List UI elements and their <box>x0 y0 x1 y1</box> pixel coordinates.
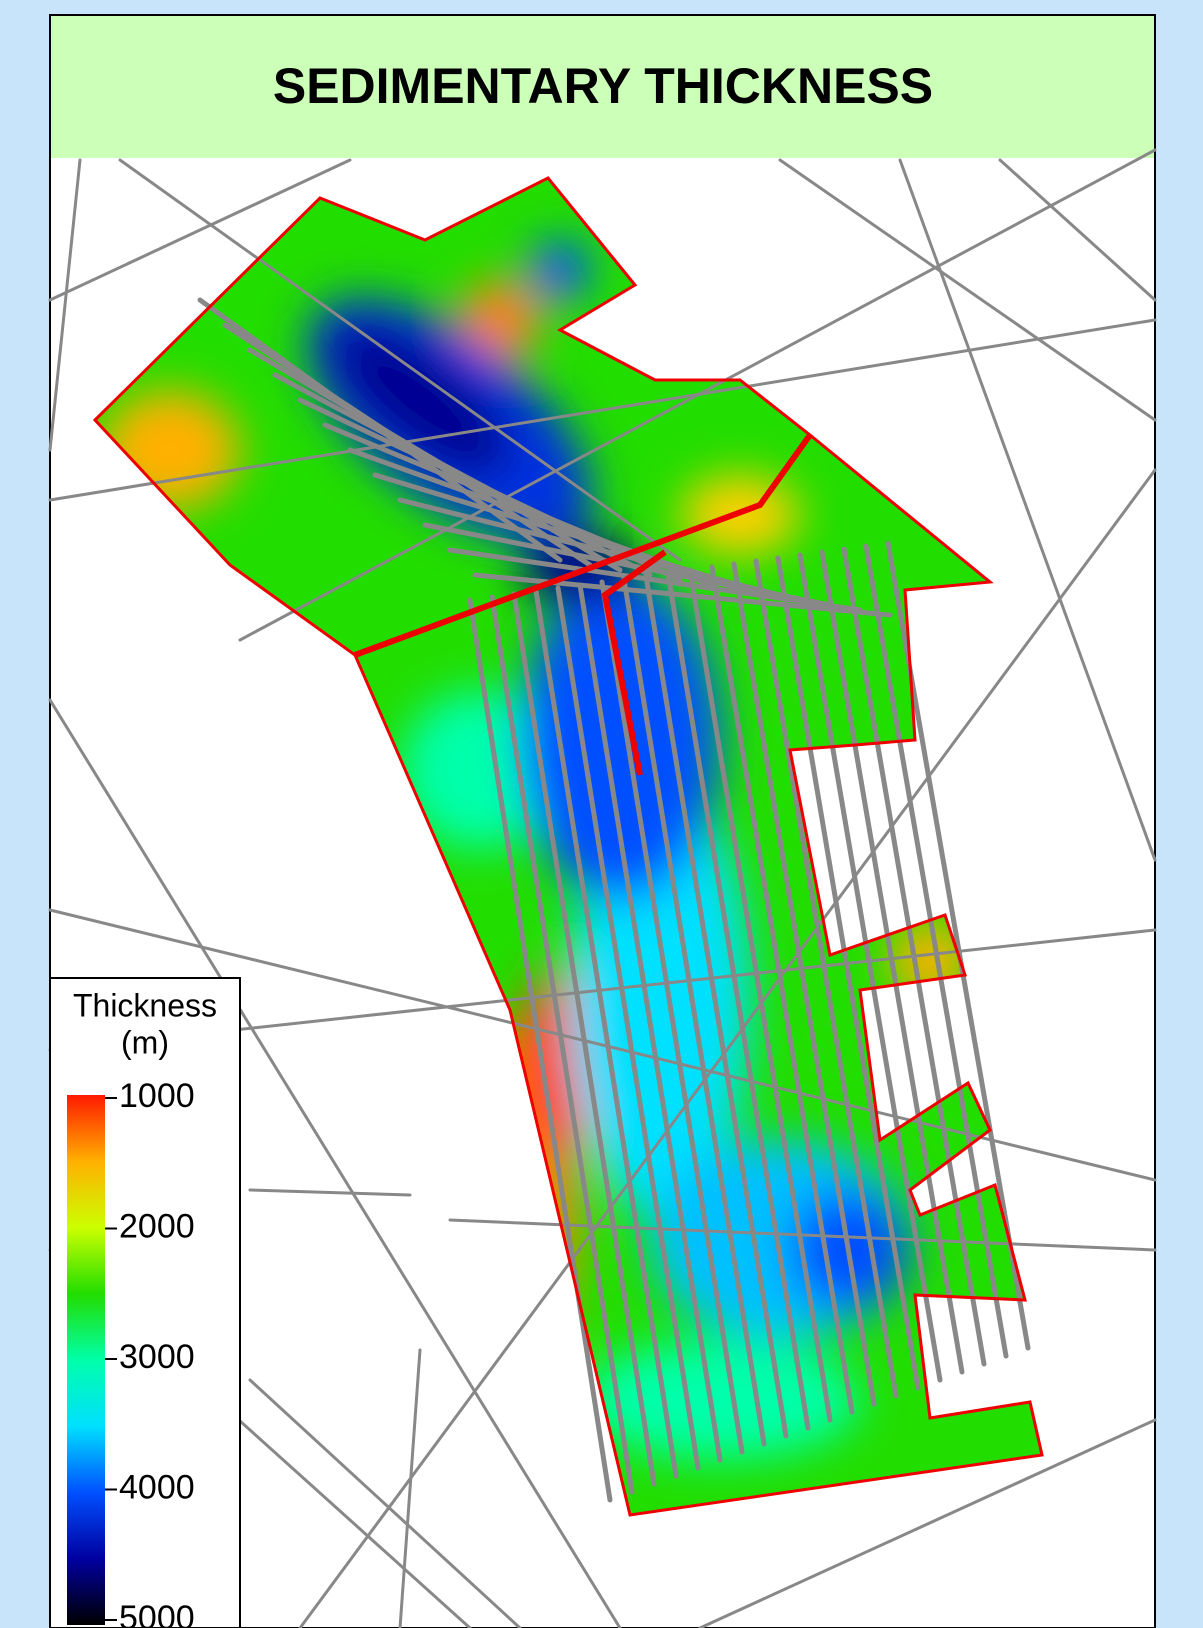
legend-title: (m) <box>121 1024 169 1060</box>
colorbar-tick-label: 3000 <box>119 1338 195 1376</box>
colorbar-tick-label: 1000 <box>119 1077 195 1115</box>
page: SEDIMENTARY THICKNESS Thickness (m) <box>0 0 1203 1628</box>
colorbar-tick-label: 4000 <box>119 1468 195 1506</box>
colorbar <box>67 1095 105 1625</box>
colorbar-tick-label: 5000 <box>119 1599 195 1628</box>
title: SEDIMENTARY THICKNESS <box>273 58 933 114</box>
legend-title: Thickness <box>73 987 217 1023</box>
figure: SEDIMENTARY THICKNESS Thickness (m) <box>0 0 1203 1628</box>
colorbar-tick-label: 2000 <box>119 1207 195 1245</box>
